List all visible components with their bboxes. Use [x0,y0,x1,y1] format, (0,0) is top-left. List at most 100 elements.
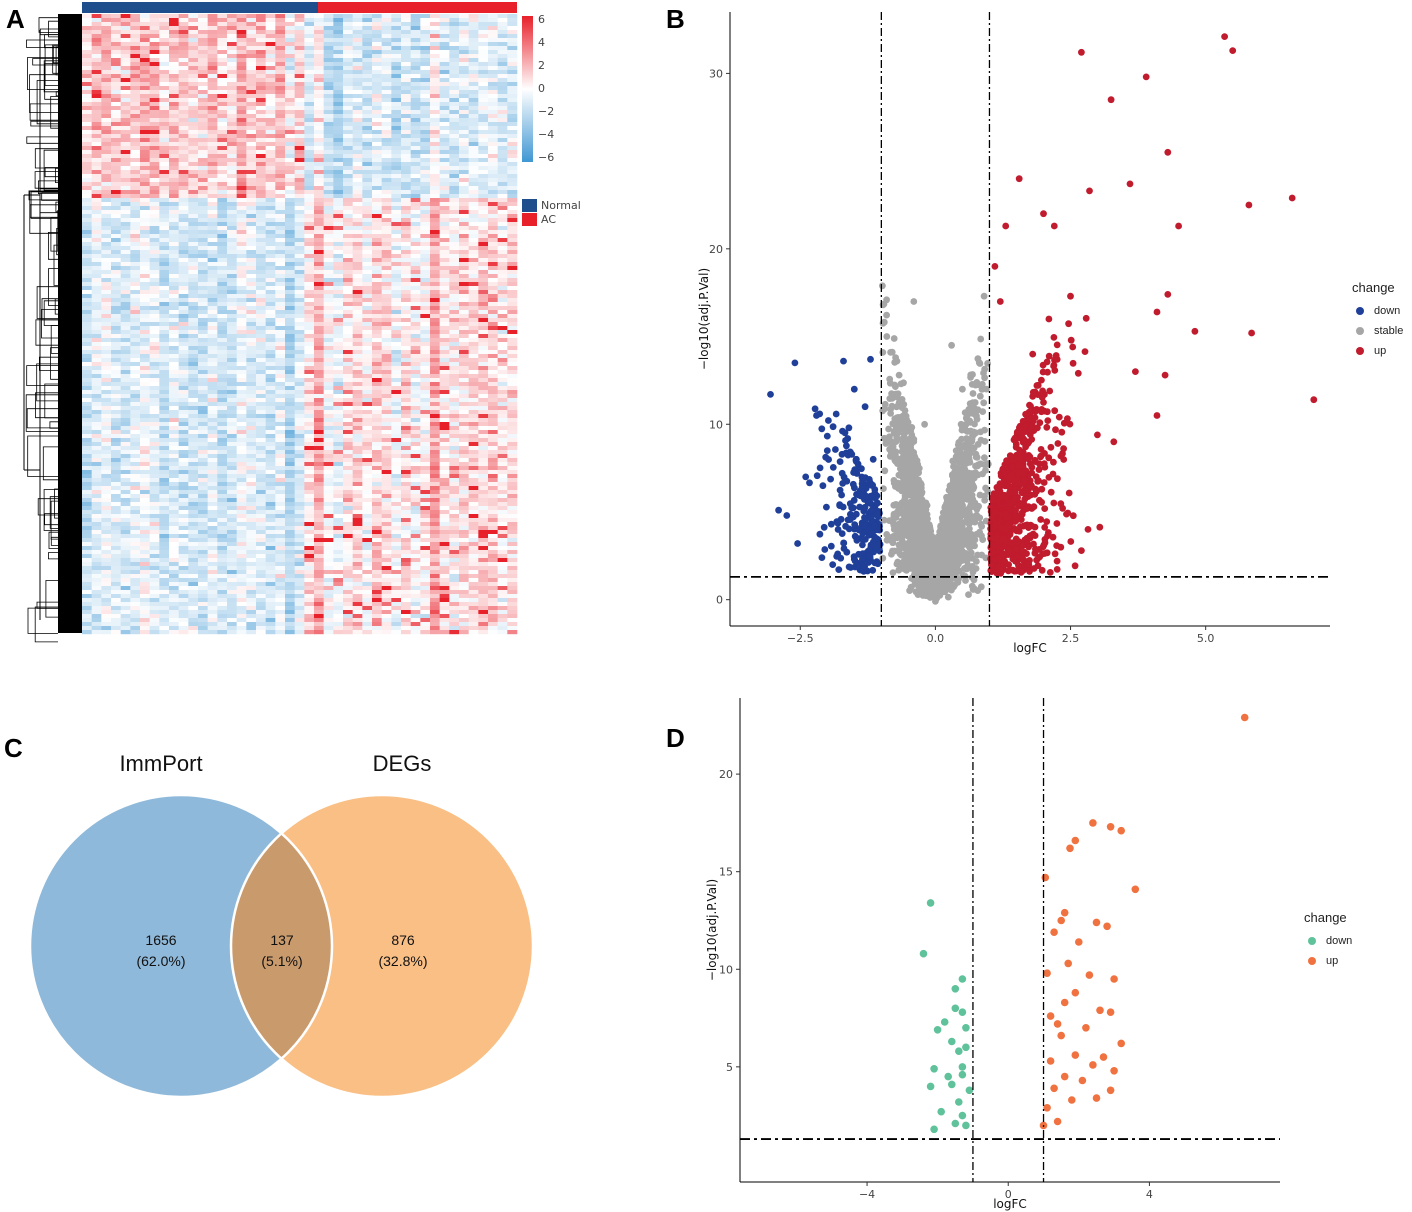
panel-label-b: B [666,4,685,34]
heatmap-cell [420,282,431,287]
heatmap-cell [391,358,402,363]
heatmap-cell [246,350,257,355]
heatmap-cell [381,42,392,47]
heatmap-cell [265,138,276,143]
heatmap-cell [294,126,305,131]
heatmap-cell [101,274,112,279]
heatmap-cell [227,170,237,175]
heatmap-cell [439,430,450,435]
heatmap-cell [439,242,450,247]
heatmap-cell [140,326,150,331]
heatmap-cell [188,182,199,187]
heatmap-cell [246,234,257,239]
heatmap-cell [130,58,141,63]
heatmap-cell [372,194,382,199]
heatmap-cell [410,262,421,267]
heatmap-cell [507,206,518,211]
heatmap-cell [439,22,450,27]
heatmap-cell [488,194,498,199]
heatmap-cell [294,194,305,199]
heatmap-cell [468,186,479,191]
heatmap-cell [140,142,150,147]
heatmap-cell [343,350,353,355]
heatmap-cell [372,242,382,247]
heatmap-cell [188,206,199,211]
heatmap-cell [217,438,228,443]
heatmap-cell [497,270,508,275]
heatmap-cell [217,226,228,231]
heatmap-cell [497,394,508,399]
heatmap-cell [352,302,363,307]
heatmap-cell [372,130,382,135]
heatmap-cell [246,86,257,91]
heatmap-cell [333,222,344,227]
heatmap-cell [169,442,179,447]
heatmap-cell [314,382,324,387]
heatmap-cell [381,62,392,67]
heatmap-cell [430,138,440,143]
heatmap-cell [333,214,344,219]
heatmap-cell [488,210,498,215]
heatmap-cell [111,266,121,271]
heatmap-cell [372,22,382,27]
heatmap-cell [236,302,247,307]
heatmap-cell [82,346,92,351]
heatmap-cell [323,130,334,135]
heatmap-cell [430,350,440,355]
heatmap-cell [285,50,295,55]
heatmap-cell [91,282,102,287]
heatmap-cell [410,74,421,79]
heatmap-cell [391,90,402,95]
heatmap-cell [82,154,92,159]
heatmap-cell [391,446,402,451]
heatmap-cell [227,178,237,183]
heatmap-cell [333,282,344,287]
heatmap-cell [352,126,363,131]
heatmap-cell [430,426,440,431]
heatmap-cell [401,114,411,119]
heatmap-cell [169,22,179,27]
heatmap-cell [198,106,208,111]
heatmap-cell [323,362,334,367]
heatmap-cell [275,302,286,307]
heatmap-cell [478,22,489,27]
heatmap-cell [459,278,469,283]
heatmap-cell [82,398,92,403]
heatmap-cell [362,14,373,19]
heatmap-cell [314,206,324,211]
heatmap-cell [275,438,286,443]
heatmap-cell [227,134,237,139]
dendrogram-branch [52,45,58,64]
heatmap-cell [362,214,373,219]
heatmap-cell [265,74,276,79]
heatmap-cell [178,194,189,199]
heatmap-cell [507,134,518,139]
heatmap-cell [391,34,402,39]
heatmap-cell [323,258,334,263]
heatmap-cell [207,418,218,423]
heatmap-cell [430,322,440,327]
heatmap-cell [439,438,450,443]
heatmap-cell [140,270,150,275]
heatmap-cell [217,86,228,91]
heatmap-cell [449,278,460,283]
heatmap-cell [391,314,402,319]
heatmap-cell [169,394,179,399]
heatmap-cell [304,26,315,31]
heatmap-cell [188,246,199,251]
heatmap-cell [372,406,382,411]
heatmap-cell [140,334,150,339]
heatmap-cell [372,426,382,431]
heatmap-cell [169,274,179,279]
heatmap-cell [285,398,295,403]
heatmap-cell [159,106,170,111]
heatmap-cell [401,238,411,243]
heatmap-cell [410,138,421,143]
heatmap-cell [294,66,305,71]
heatmap-cell [101,226,112,231]
heatmap-cell [439,422,450,427]
heatmap-cell [217,178,228,183]
heatmap-cell [159,138,170,143]
heatmap-cell [198,18,208,23]
heatmap-cell [275,30,286,35]
